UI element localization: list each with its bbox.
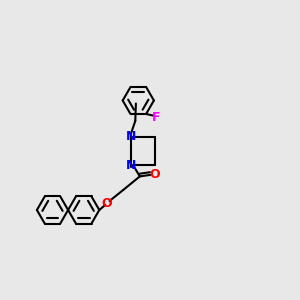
Text: F: F (152, 110, 160, 124)
Text: N: N (126, 130, 136, 143)
Text: O: O (101, 197, 112, 210)
Text: O: O (149, 167, 160, 181)
Text: N: N (126, 159, 136, 172)
